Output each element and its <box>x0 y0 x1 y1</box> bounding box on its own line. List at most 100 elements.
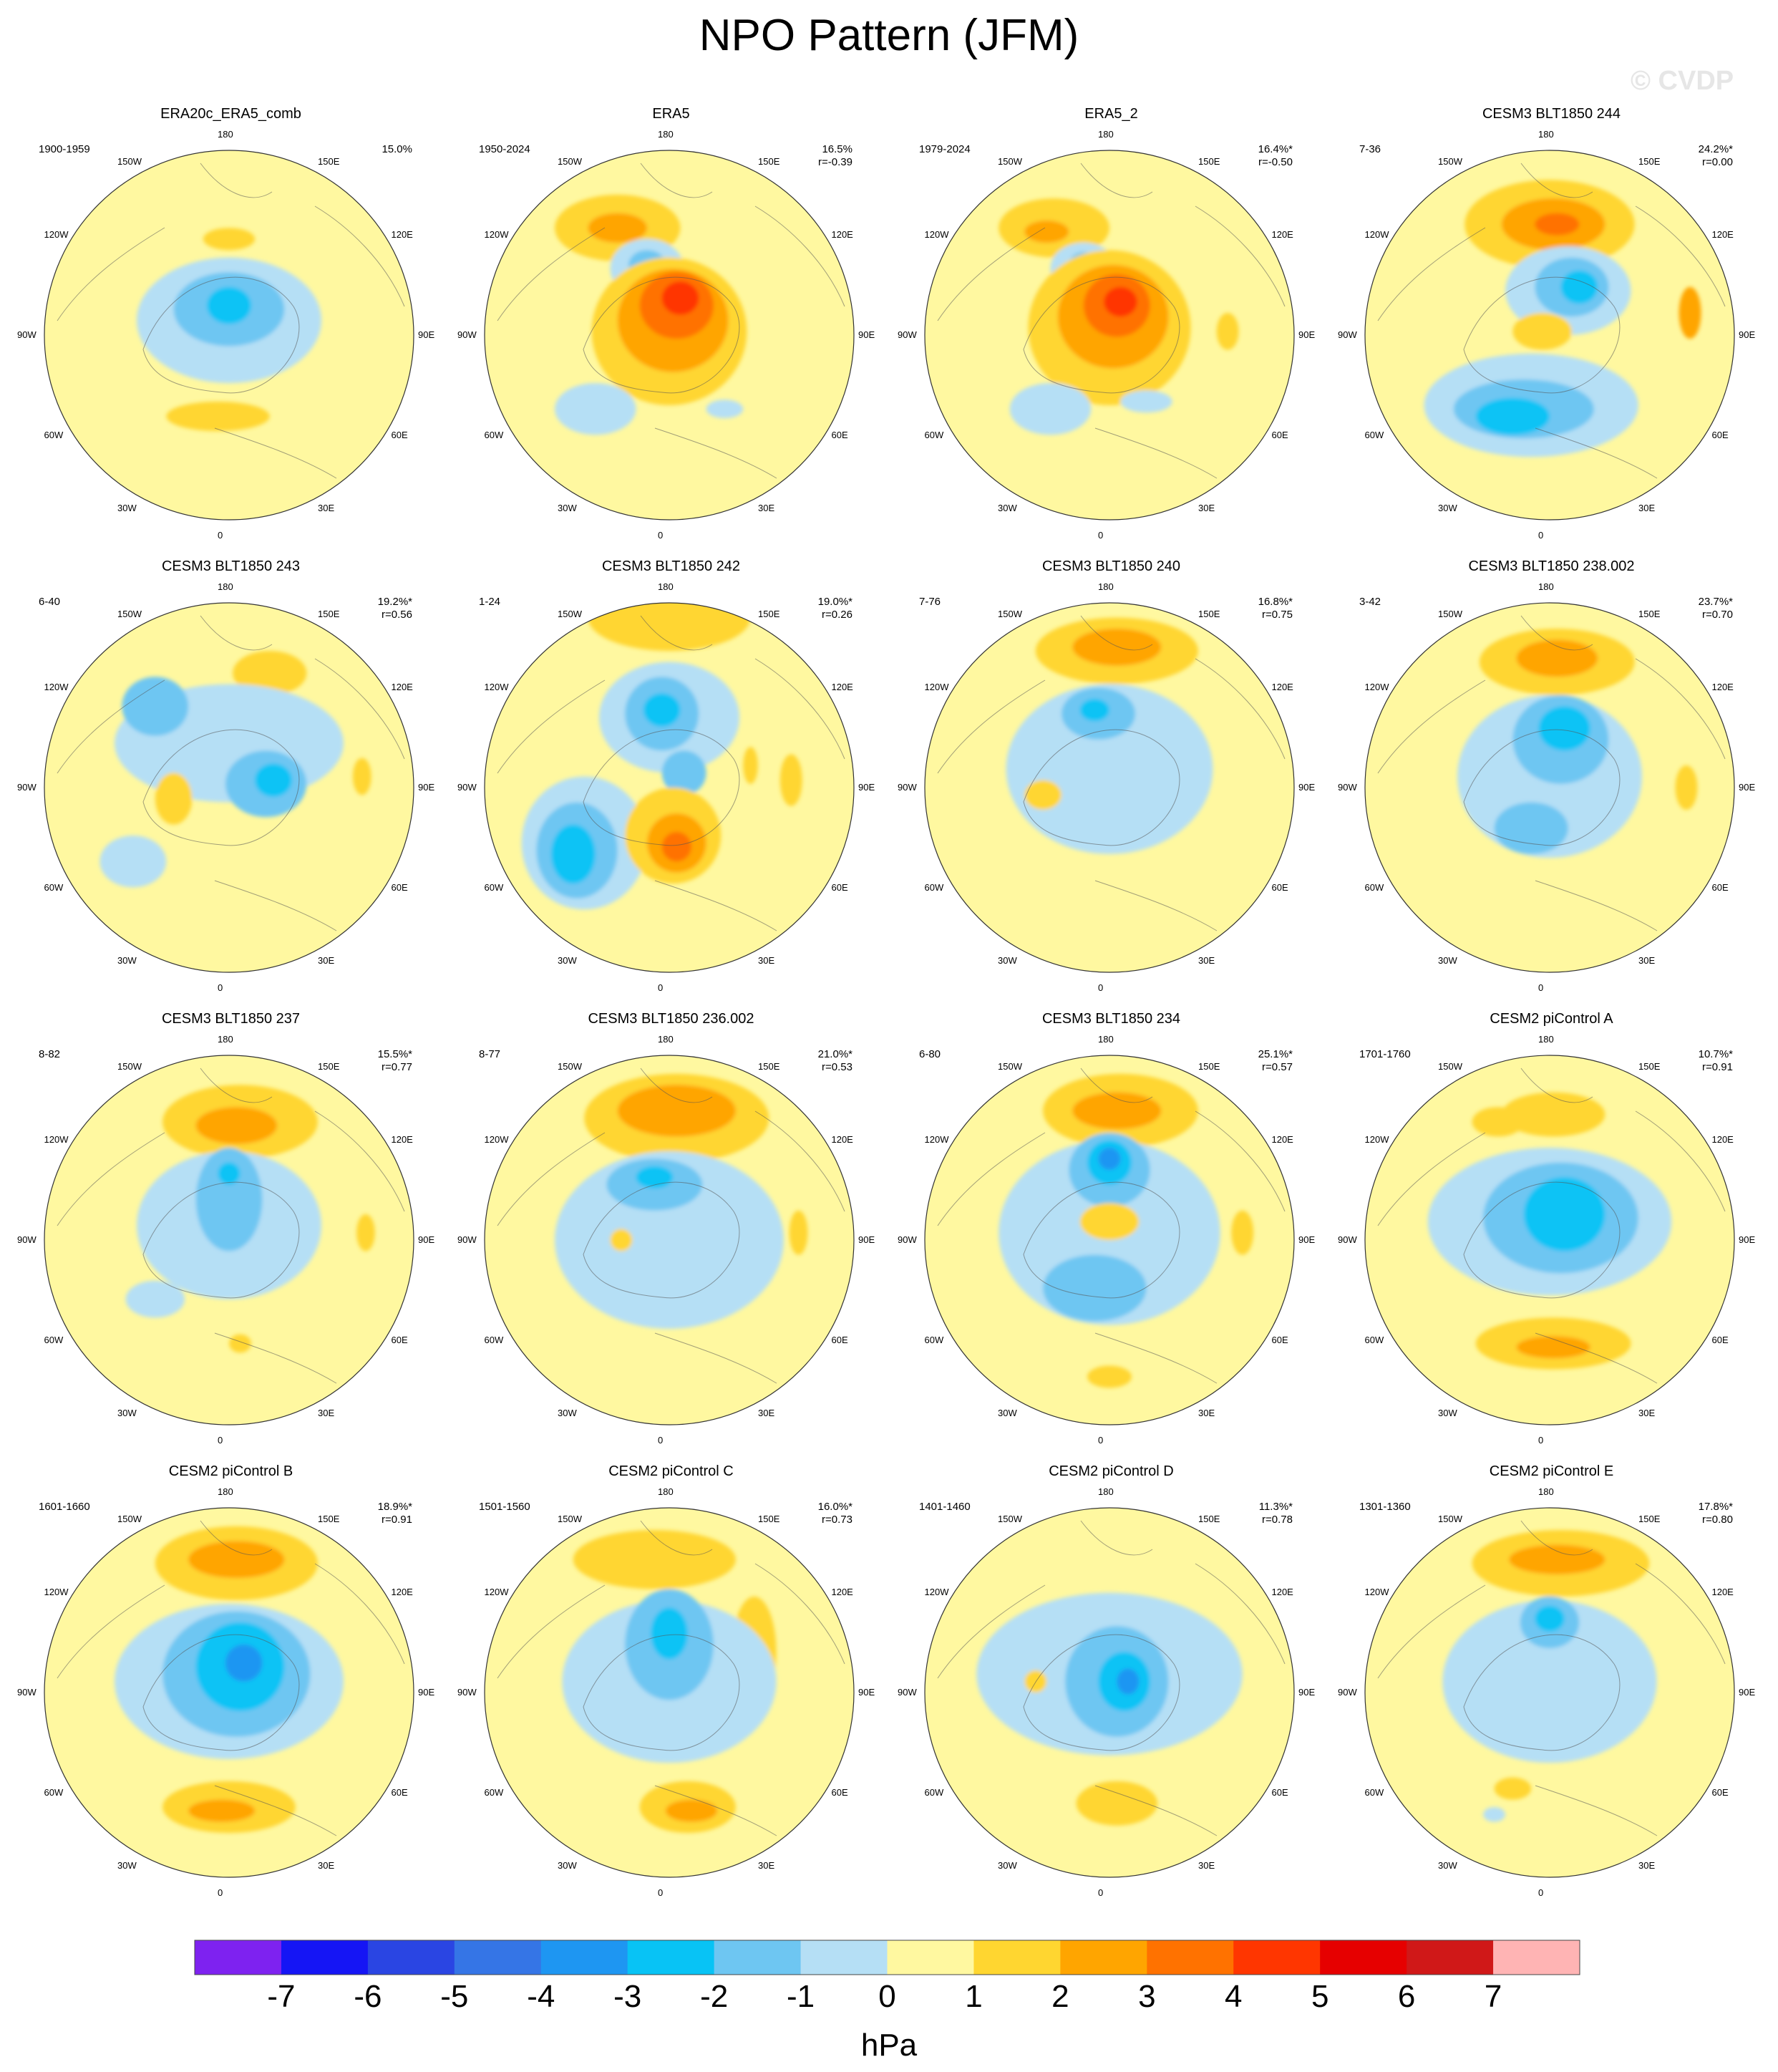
longitude-label: 60E <box>391 1787 408 1798</box>
longitude-label: 120W <box>924 1134 949 1145</box>
longitude-label: 120E <box>831 1587 853 1597</box>
longitude-label: 180 <box>1098 1486 1114 1497</box>
panel-correlation: r=0.78 <box>1262 1514 1293 1526</box>
panel-years: 1601-1660 <box>39 1501 90 1513</box>
polar-map <box>484 602 855 973</box>
map-panel: CESM3 BLT1850 238.002 3-42 23.7%* r=0.70 180… <box>1329 558 1774 1011</box>
longitude-label: 30E <box>318 955 335 967</box>
longitude-label: 30E <box>1638 1408 1656 1419</box>
longitude-label: 90E <box>1298 1234 1316 1245</box>
longitude-label: 60W <box>484 882 504 893</box>
anomaly-contour-p1 <box>1494 1777 1532 1800</box>
map-panel: CESM3 BLT1850 243 6-40 19.2%* r=0.56 180 150E… <box>9 558 453 1011</box>
coastlines <box>937 163 1286 479</box>
panel-variance-pct: 10.7%* <box>1698 1048 1733 1060</box>
map-border <box>484 602 855 973</box>
map-panel: CESM3 BLT1850 242 1-24 19.0%* r=0.26 180 150E… <box>449 558 893 1011</box>
panel-variance-pct: 16.0%* <box>817 1501 852 1513</box>
colorbar-tick-label: -7 <box>267 1979 296 2014</box>
panel-title: CESM3 BLT1850 236.002 <box>588 1011 754 1027</box>
colorbar-swatch <box>1320 1940 1407 1975</box>
panel-correlation: r=0.57 <box>1262 1061 1293 1073</box>
panel-variance-pct: 11.3%* <box>1258 1501 1293 1513</box>
longitude-label: 90W <box>898 329 917 340</box>
panel-years: 7-36 <box>1359 143 1381 155</box>
longitude-label: 180 <box>218 581 233 592</box>
map-border <box>924 1055 1295 1425</box>
colorbar-tick-label: 4 <box>1225 1979 1243 2014</box>
panel-correlation: r=0.00 <box>1702 156 1733 168</box>
longitude-label: 60W <box>1364 430 1384 440</box>
map-panel: CESM3 BLT1850 244 7-36 24.2%* r=0.00 180 150E… <box>1329 106 1774 558</box>
polar-map <box>484 1055 855 1425</box>
longitude-label: 30W <box>998 1408 1017 1419</box>
coastlines <box>497 615 845 931</box>
longitude-label: 30E <box>318 1860 335 1872</box>
map-border <box>1364 150 1735 521</box>
longitude-label: 150W <box>558 155 582 167</box>
panel-correlation: r=0.70 <box>1702 609 1733 621</box>
longitude-label: 30W <box>558 1860 577 1872</box>
longitude-label: 120W <box>1364 1587 1389 1597</box>
longitude-label: 150E <box>318 1060 340 1072</box>
longitude-label: 90W <box>457 1687 477 1698</box>
longitude-label: 120E <box>391 229 413 240</box>
colorbar-swatch <box>1493 1940 1580 1975</box>
longitude-label: 150W <box>117 155 142 167</box>
longitude-label: 120W <box>44 1587 69 1597</box>
longitude-label: 30W <box>117 1408 137 1419</box>
anomaly-contour-p2 <box>188 1799 256 1822</box>
anomaly-contour-n3 <box>651 1607 688 1660</box>
colorbar-swatch <box>1233 1940 1321 1975</box>
polar-map <box>1364 150 1735 521</box>
longitude-label: 120E <box>1711 1587 1734 1597</box>
panel-years: 6-40 <box>39 596 61 608</box>
panel-variance-pct: 18.9%* <box>377 1501 412 1513</box>
longitude-label: 30E <box>1638 955 1656 967</box>
longitude-label: 90W <box>898 1687 917 1698</box>
coastlines <box>497 1068 845 1384</box>
longitude-label: 150W <box>1438 1060 1462 1072</box>
longitude-label: 0 <box>658 530 664 541</box>
longitude-label: 0 <box>218 530 223 541</box>
longitude-label: 120E <box>1271 1587 1293 1597</box>
map-panel: ERA5 1950-2024 16.5% r=-0.39 180 150E 120E 90E 6… <box>449 106 893 558</box>
polar-map <box>44 1507 414 1878</box>
longitude-label: 180 <box>218 1486 233 1497</box>
anomaly-contour-n3 <box>207 286 251 324</box>
colorbar-tick-label: -1 <box>787 1979 815 2014</box>
coastlines <box>1377 163 1726 479</box>
longitude-label: 120E <box>1711 1134 1734 1145</box>
polar-map <box>924 1507 1295 1878</box>
colorbar-swatch <box>540 1940 628 1975</box>
panel-correlation: r=-0.39 <box>818 156 852 168</box>
anomaly-contour-p2 <box>1516 1336 1590 1359</box>
longitude-label: 120W <box>44 1134 69 1145</box>
longitude-label: 60E <box>831 430 848 440</box>
longitude-label: 120W <box>924 1587 949 1597</box>
coastlines <box>937 615 1286 931</box>
polar-map <box>1364 1507 1735 1878</box>
longitude-label: 60W <box>484 1787 504 1798</box>
longitude-label: 90W <box>17 1687 37 1698</box>
longitude-label: 60W <box>44 1335 64 1345</box>
panel-years: 1979-2024 <box>919 143 971 155</box>
map-panel: CESM2 piControl A 1701-1760 10.7%* r=0.91 18… <box>1329 1011 1774 1463</box>
longitude-label: 90E <box>1298 782 1316 793</box>
anomaly-contour-n1 <box>99 836 167 888</box>
anomaly-contour-p4 <box>1104 286 1137 317</box>
panel-variance-pct: 15.0% <box>382 143 412 155</box>
colorbar-swatch <box>800 1940 888 1975</box>
longitude-label: 150W <box>558 1513 582 1524</box>
longitude-label: 30E <box>318 503 335 514</box>
anomaly-contour-n2 <box>122 677 189 736</box>
map-border <box>44 1055 414 1425</box>
colorbar-tick-label: -6 <box>354 1979 382 2014</box>
longitude-label: 150E <box>1638 1513 1661 1524</box>
longitude-label: 90W <box>457 782 477 793</box>
longitude-label: 90E <box>418 329 435 340</box>
longitude-label: 30E <box>758 1408 775 1419</box>
anomaly-contour-p1 <box>1024 780 1062 810</box>
longitude-label: 90E <box>1298 1687 1316 1698</box>
anomaly-contour-p1 <box>352 757 371 795</box>
